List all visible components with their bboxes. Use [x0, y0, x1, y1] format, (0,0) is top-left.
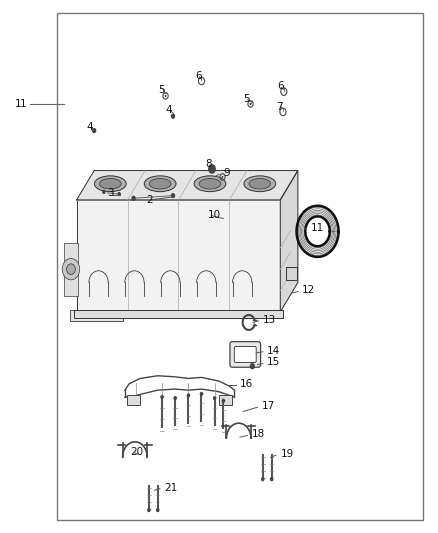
Bar	[77, 200, 280, 312]
Circle shape	[171, 114, 175, 119]
Bar	[219, 395, 232, 405]
Text: 7: 7	[276, 102, 283, 111]
Text: 11: 11	[311, 223, 324, 232]
Text: 20: 20	[131, 447, 144, 457]
Bar	[286, 266, 297, 280]
Polygon shape	[77, 171, 298, 200]
Text: 6: 6	[277, 82, 283, 91]
Circle shape	[62, 259, 80, 280]
Text: 4: 4	[166, 106, 172, 115]
Ellipse shape	[194, 176, 226, 192]
Circle shape	[171, 193, 175, 198]
FancyBboxPatch shape	[230, 342, 261, 367]
Circle shape	[213, 396, 216, 400]
Text: 15: 15	[267, 358, 280, 367]
Circle shape	[173, 396, 177, 400]
Text: 5: 5	[159, 85, 165, 94]
Text: 1: 1	[15, 99, 22, 109]
Text: 9: 9	[223, 168, 230, 178]
Circle shape	[200, 392, 203, 396]
Circle shape	[131, 196, 136, 201]
Circle shape	[187, 393, 190, 398]
Circle shape	[156, 508, 159, 512]
Text: 5: 5	[243, 94, 250, 103]
Ellipse shape	[144, 176, 176, 192]
Circle shape	[165, 95, 166, 97]
Bar	[127, 395, 140, 405]
Circle shape	[147, 508, 151, 512]
Text: 2: 2	[147, 195, 153, 205]
Ellipse shape	[199, 179, 221, 189]
Text: 1: 1	[20, 99, 26, 109]
Text: 6: 6	[195, 71, 201, 80]
Ellipse shape	[99, 179, 121, 189]
Text: 13: 13	[263, 315, 276, 325]
Circle shape	[222, 176, 223, 178]
Ellipse shape	[149, 179, 171, 189]
Circle shape	[67, 264, 75, 274]
FancyBboxPatch shape	[234, 346, 256, 362]
Text: 16: 16	[240, 379, 253, 389]
Ellipse shape	[244, 176, 276, 192]
Polygon shape	[280, 171, 298, 312]
Circle shape	[102, 190, 106, 194]
Bar	[57, 13, 423, 520]
Text: 14: 14	[267, 346, 280, 356]
Bar	[64, 243, 78, 296]
Circle shape	[270, 477, 273, 481]
Text: 19: 19	[280, 449, 293, 459]
Circle shape	[117, 192, 121, 196]
Circle shape	[250, 103, 251, 105]
Text: 18: 18	[252, 430, 265, 439]
Text: 3: 3	[107, 189, 114, 198]
Circle shape	[261, 477, 265, 481]
Circle shape	[222, 399, 225, 403]
Text: 4: 4	[87, 122, 93, 132]
Circle shape	[208, 164, 216, 174]
Circle shape	[92, 128, 96, 133]
Circle shape	[160, 395, 164, 399]
Text: 12: 12	[302, 286, 315, 295]
Bar	[70, 310, 123, 321]
Text: 8: 8	[205, 159, 212, 169]
Bar	[74, 310, 283, 318]
Ellipse shape	[249, 179, 271, 189]
Circle shape	[250, 363, 255, 369]
Text: 21: 21	[164, 483, 177, 492]
Text: 10: 10	[208, 210, 221, 220]
Ellipse shape	[95, 176, 126, 192]
Text: 17: 17	[262, 401, 275, 411]
